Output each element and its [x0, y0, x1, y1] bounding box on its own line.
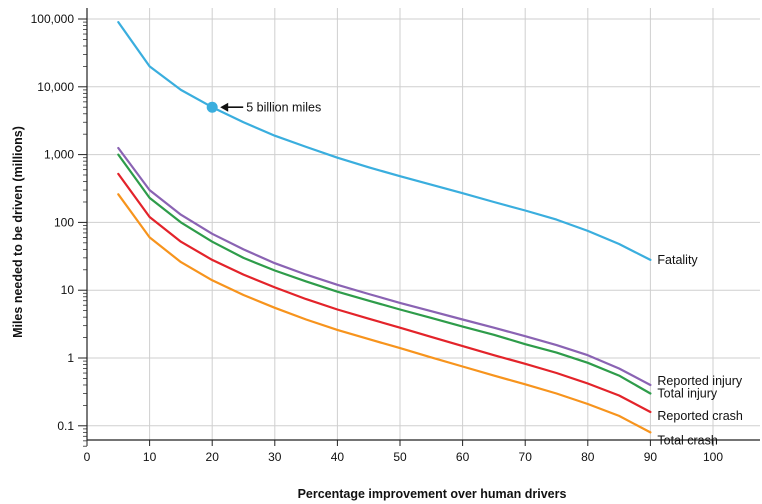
- y-tick-label: 1: [67, 351, 74, 365]
- axes: [78, 8, 760, 447]
- y-tick-label: 100,000: [31, 12, 75, 26]
- y-tick-label: 100: [54, 215, 74, 229]
- annotations: 5 billion miles: [206, 101, 321, 115]
- series-lines: [117, 21, 652, 434]
- x-tick-label: 0: [84, 450, 91, 464]
- annotation-label: 5 billion miles: [246, 101, 321, 115]
- y-tick-label: 10: [61, 283, 75, 297]
- annotation-marker: [206, 101, 218, 113]
- series-label-fatality: Fatality: [657, 253, 698, 267]
- y-axis-title: Miles needed to be driven (millions): [11, 126, 25, 338]
- series-label-reported-injury: Reported injury: [657, 374, 743, 388]
- x-tick-label: 100: [703, 450, 723, 464]
- series-line-fatality: [117, 21, 652, 261]
- series-line-total-injury: [117, 153, 652, 395]
- tick-labels: 0.1 1 10 100 1,000 10,000 100,000 0 10 20 30 40 50 60…: [31, 12, 724, 464]
- x-tick-label: 50: [393, 450, 407, 464]
- series-label-reported-crash: Reported crash: [657, 409, 743, 423]
- series-line-reported-crash: [117, 172, 652, 414]
- x-tick-label: 60: [456, 450, 470, 464]
- y-tick-label: 10,000: [37, 80, 74, 94]
- x-tick-label: 10: [143, 450, 157, 464]
- y-tick-label: 0.1: [57, 419, 74, 433]
- grid: [87, 8, 760, 440]
- x-tick-label: 70: [519, 450, 533, 464]
- series-label-total-crash: Total crash: [657, 433, 717, 447]
- series-label-total-injury: Total injury: [657, 386, 717, 400]
- x-tick-label: 80: [581, 450, 595, 464]
- x-tick-label: 20: [206, 450, 220, 464]
- series-line-reported-injury: [117, 146, 652, 387]
- x-axis-title: Percentage improvement over human driver…: [298, 487, 567, 501]
- x-tick-label: 30: [268, 450, 282, 464]
- x-tick-label: 40: [331, 450, 345, 464]
- series-line-total-crash: [117, 193, 652, 434]
- annotation-arrow-head: [220, 102, 229, 112]
- x-tick-label: 90: [644, 450, 658, 464]
- y-tick-label: 1,000: [44, 148, 74, 162]
